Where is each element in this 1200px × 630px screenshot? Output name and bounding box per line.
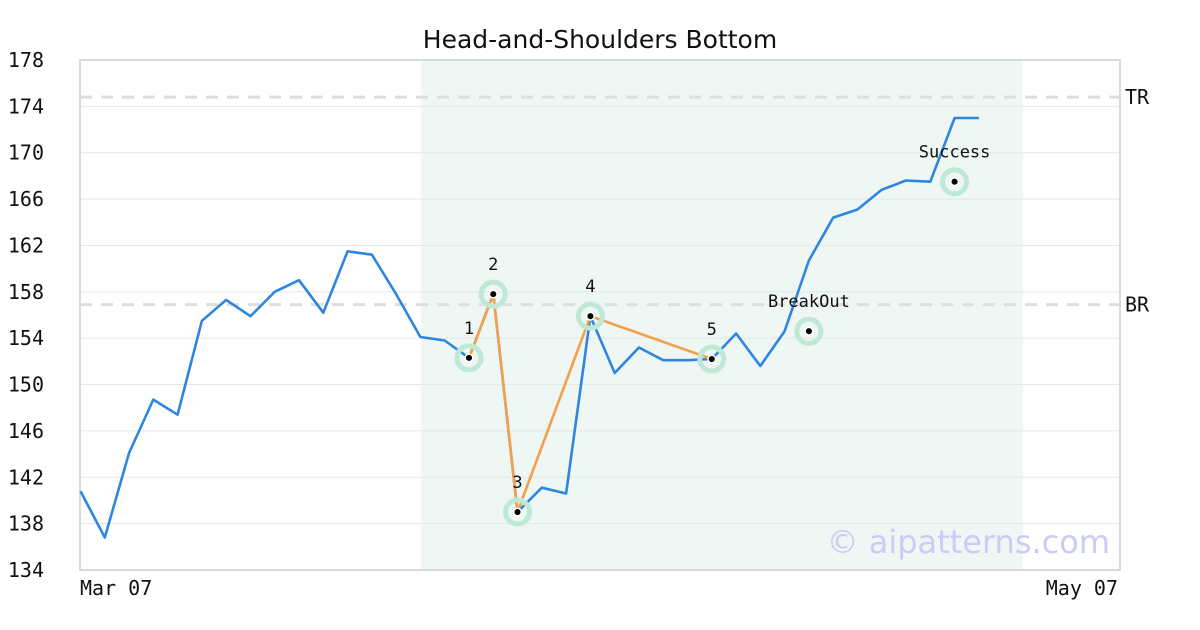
y-tick-label: 142 [8,465,44,489]
pivot-label-3: 3 [512,473,522,493]
plot-frame [79,59,1121,571]
pivot-dot-5 [707,354,717,364]
y-tick-label: 146 [8,419,44,443]
pivot-halo-5 [697,344,727,374]
reference-lines: TR BR [80,85,1150,317]
price-series-line [79,116,979,539]
y-axis-ticks: 134 138 142 146 150 154 158 162 166 170 174 178 [8,48,44,582]
pivot-dot-success [950,177,960,187]
y-tick-label: 178 [8,48,44,72]
y-tick-label: 158 [8,280,44,304]
pattern-region [420,60,1023,570]
pivot-label-5: 5 [707,320,717,340]
y-tick-label: 138 [8,512,44,536]
pivot-halo-3 [503,497,533,527]
y-tick-label: 166 [8,187,44,211]
pivot-halo-2 [478,279,508,309]
y-tick-label: 134 [8,558,44,582]
pivot-label-2: 2 [488,255,498,275]
pivot-dot-1 [464,353,474,363]
y-tick-label: 170 [8,141,44,165]
x-tick-label: May 07 [1046,576,1118,600]
reference-label-br: BR [1125,293,1150,317]
pivot-dot-4 [585,311,595,321]
pivot-halo-breakout [794,316,824,346]
pivot-markers: 1 2 3 4 5 BreakOut Success [454,143,991,527]
x-tick-label: Mar 07 [80,576,152,600]
pivot-dot-breakout [804,326,814,336]
y-tick-label: 150 [8,373,44,397]
pivot-label-4: 4 [585,277,595,297]
reference-label-tr: TR [1125,85,1150,109]
pivot-halo-4 [575,301,605,331]
y-tick-label: 162 [8,233,44,257]
x-axis-ticks: Mar 07 May 07 [80,576,1118,600]
pivot-label-success: Success [919,143,991,163]
y-tick-label: 154 [8,326,44,350]
chart-title: Head-and-Shoulders Bottom [423,25,777,54]
pivot-dot-2 [488,289,498,299]
pivot-label-1: 1 [464,319,474,339]
watermark-text: © aipatterns.com [827,523,1110,561]
y-tick-label: 174 [8,94,44,118]
pivot-label-breakout: BreakOut [768,292,850,312]
pivot-dot-3 [512,507,523,517]
pivot-halo-success [940,167,970,197]
pivot-halo-1 [454,343,484,373]
